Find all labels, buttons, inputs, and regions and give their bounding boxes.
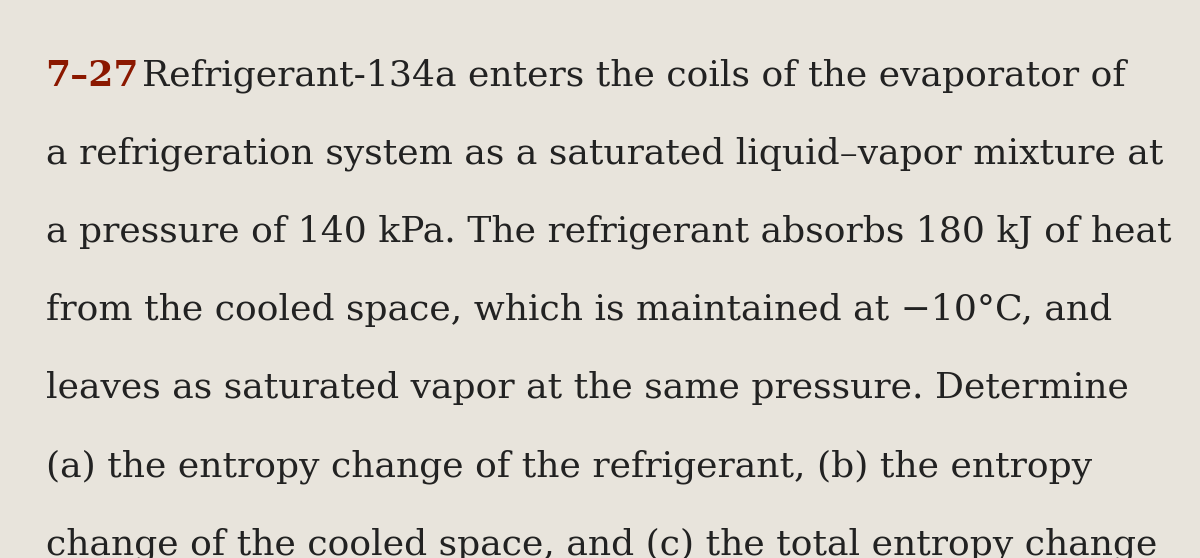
Text: a pressure of 140 kPa. The refrigerant absorbs 180 kJ of heat: a pressure of 140 kPa. The refrigerant a…	[46, 215, 1171, 249]
Text: change of the cooled space, and (c) the total entropy change: change of the cooled space, and (c) the …	[46, 527, 1157, 558]
Text: Refrigerant-134a enters the coils of the evaporator of: Refrigerant-134a enters the coils of the…	[142, 59, 1126, 93]
Text: from the cooled space, which is maintained at −10°C, and: from the cooled space, which is maintain…	[46, 293, 1111, 327]
Text: a refrigeration system as a saturated liquid–vapor mixture at: a refrigeration system as a saturated li…	[46, 137, 1163, 171]
Text: 7–27: 7–27	[46, 59, 139, 93]
Text: (a) the entropy change of the refrigerant, (b) the entropy: (a) the entropy change of the refrigeran…	[46, 449, 1092, 484]
Text: leaves as saturated vapor at the same pressure. Determine: leaves as saturated vapor at the same pr…	[46, 371, 1128, 405]
